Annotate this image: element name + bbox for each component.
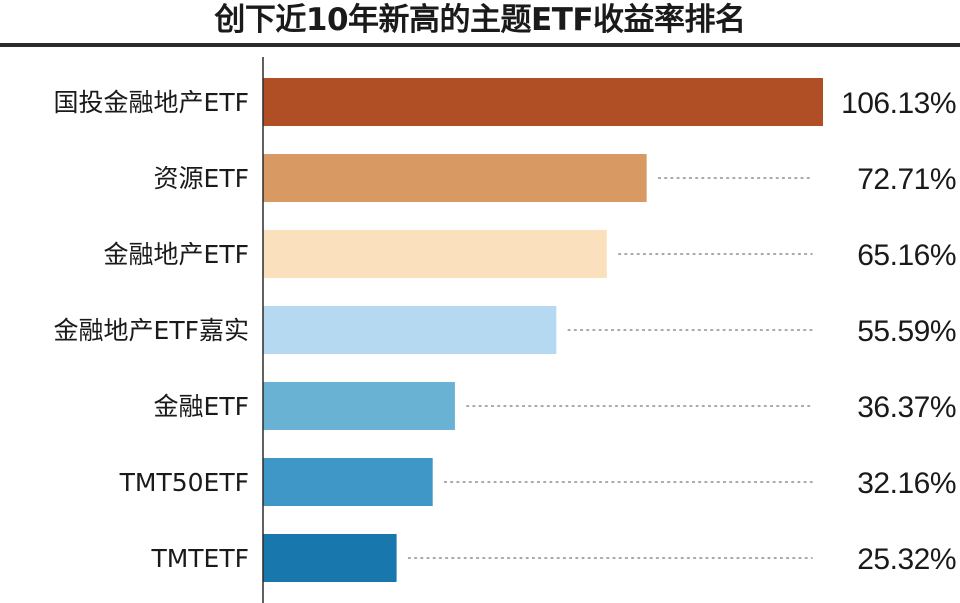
bar [263, 230, 607, 278]
category-label: 金融地产ETF嘉实 [54, 316, 249, 345]
category-label: TMT50ETF [119, 468, 249, 497]
bar [263, 458, 433, 506]
category-label: 国投金融地产ETF [54, 88, 249, 117]
category-label: 资源ETF [154, 164, 249, 193]
chart-title: 创下近10年新高的主题ETF收益率排名 [214, 2, 746, 38]
category-label: TMTETF [150, 544, 249, 573]
category-label: 金融地产ETF [104, 240, 249, 269]
bar [263, 382, 455, 430]
bar [263, 306, 557, 354]
title-rule [0, 43, 960, 47]
bar [263, 534, 397, 582]
value-label: 72.71% [857, 163, 956, 196]
bar [263, 78, 823, 126]
value-label: 55.59% [857, 315, 956, 348]
category-label: 金融ETF [154, 392, 249, 421]
value-label: 36.37% [857, 391, 956, 424]
bar [263, 154, 647, 202]
value-label: 65.16% [857, 239, 956, 272]
value-label: 106.13% [841, 87, 956, 120]
value-label: 25.32% [857, 543, 956, 576]
value-label: 32.16% [857, 467, 956, 500]
